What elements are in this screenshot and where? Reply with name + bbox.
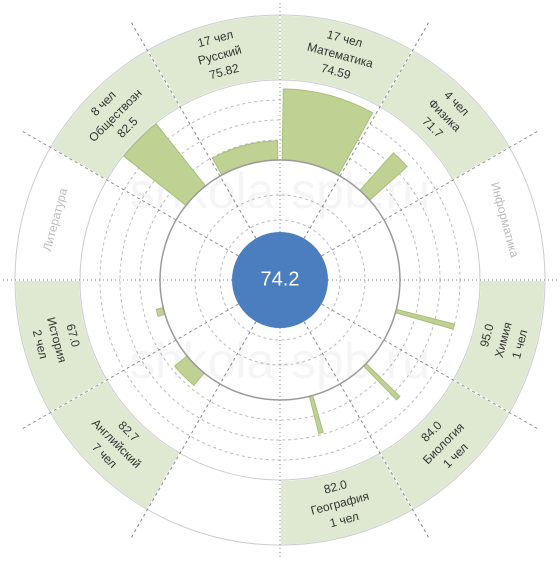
bar bbox=[308, 394, 324, 435]
center-value: 74.2 bbox=[261, 268, 300, 290]
radial-line bbox=[129, 19, 257, 239]
value-label: 67.0 bbox=[63, 322, 83, 348]
bar bbox=[281, 88, 374, 176]
radial-line bbox=[303, 321, 431, 541]
inner-circle bbox=[159, 159, 401, 401]
watermark: shkola-spb.ru bbox=[130, 333, 430, 389]
bar bbox=[394, 308, 456, 330]
radial-line bbox=[303, 19, 431, 239]
radial-line bbox=[19, 129, 239, 257]
radial-line bbox=[19, 303, 239, 431]
radial-line bbox=[321, 129, 541, 257]
center-circle bbox=[232, 232, 328, 328]
radial-line bbox=[129, 321, 257, 541]
value-label: 82.0 bbox=[322, 477, 348, 497]
value-label: 95.0 bbox=[477, 322, 497, 348]
radial-line bbox=[321, 303, 541, 431]
